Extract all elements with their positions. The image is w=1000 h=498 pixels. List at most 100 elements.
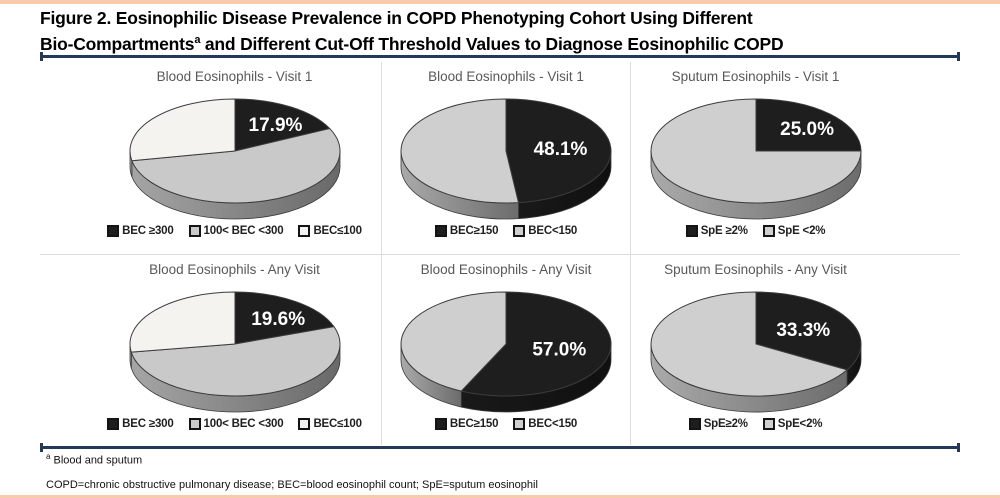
legend-label: 100< BEC <300 bbox=[203, 418, 284, 430]
chart-legend: BEC ≥300 100< BEC <300 BEC≤100 bbox=[107, 418, 362, 430]
pie-chart-sputum-anyvisit: 33.3% bbox=[650, 291, 861, 413]
legend-label: BEC<150 bbox=[528, 225, 578, 237]
chart-inner: Sputum Eosinophils - Visit 1 25.0% SpE ≥… bbox=[606, 62, 906, 237]
chart-inner: Sputum Eosinophils - Any Visit 33.3% SpE… bbox=[606, 255, 906, 430]
rule-endcap-right bbox=[957, 52, 960, 61]
pie-slice bbox=[755, 291, 861, 371]
footnote: a Blood and sputum bbox=[46, 452, 142, 467]
pie-data-label: 17.9% bbox=[248, 115, 302, 136]
pie-chart-blood-visit1-2slice: 48.1% bbox=[400, 98, 612, 220]
pie-data-label: 48.1% bbox=[534, 139, 588, 160]
legend-swatch bbox=[188, 418, 201, 430]
chart-title: Blood Eosinophils - Any Visit bbox=[420, 262, 592, 277]
pie-slice bbox=[400, 291, 507, 392]
figure-title-line1: Figure 2. Eosinophilic Disease Prevalenc… bbox=[40, 8, 753, 28]
pie-data-label: 33.3% bbox=[776, 320, 830, 341]
legend-item: BEC ≥300 bbox=[107, 418, 174, 430]
pie-slice bbox=[755, 98, 861, 152]
pie-chart-sputum-visit1: 25.0% bbox=[650, 98, 861, 220]
legend-item: BEC ≥300 bbox=[107, 225, 174, 237]
legend-item: BEC≥150 bbox=[434, 418, 499, 430]
pie-data-label: 25.0% bbox=[780, 119, 834, 140]
pie-slice bbox=[650, 98, 861, 204]
legend-swatch bbox=[434, 418, 447, 430]
legend-label: BEC≥150 bbox=[449, 225, 499, 237]
pie-chart-blood-visit1-3slice: 17.9% bbox=[129, 98, 340, 220]
chart-title: Sputum Eosinophils - Visit 1 bbox=[671, 69, 840, 84]
pie-slice bbox=[129, 291, 235, 353]
legend-item: BEC<150 bbox=[513, 418, 577, 430]
chart-cell-sputum-anyvisit: Sputum Eosinophils - Any Visit 33.3% SpE… bbox=[631, 255, 960, 445]
pie-chart-blood-anyvisit-2slice: 57.0% bbox=[400, 291, 612, 413]
chart-title: Blood Eosinophils - Any Visit bbox=[149, 262, 320, 277]
chart-title: Sputum Eosinophils - Any Visit bbox=[664, 262, 847, 277]
legend-item: BEC≤100 bbox=[298, 225, 362, 237]
chart-inner: Blood Eosinophils - Visit 1 48.1% BEC≥15… bbox=[356, 62, 656, 237]
accent-border-bottom bbox=[0, 495, 1000, 498]
legend-swatch bbox=[107, 225, 120, 237]
bottom-rule bbox=[40, 443, 960, 452]
chart-legend: BEC≥150 BEC<150 bbox=[434, 225, 578, 237]
legend-label: BEC ≥300 bbox=[122, 225, 174, 237]
legend-swatch bbox=[513, 418, 526, 430]
chart-title: Blood Eosinophils - Visit 1 bbox=[428, 69, 584, 84]
legend-label: BEC≤100 bbox=[313, 225, 362, 237]
legend-swatch bbox=[107, 418, 120, 430]
legend-item: 100< BEC <300 bbox=[188, 418, 284, 430]
pie-slice bbox=[400, 98, 520, 204]
chart-legend: SpE≥2% SpE<2% bbox=[688, 418, 823, 430]
figure-title: Figure 2. Eosinophilic Disease Prevalenc… bbox=[40, 7, 970, 55]
chart-title: Blood Eosinophils - Visit 1 bbox=[156, 69, 313, 84]
legend-label: BEC≤100 bbox=[313, 418, 362, 430]
footnote-text: Blood and sputum bbox=[50, 454, 143, 467]
legend-swatch bbox=[298, 418, 311, 430]
legend-item: SpE ≥2% bbox=[685, 225, 748, 237]
legend-swatch bbox=[762, 418, 775, 430]
top-rule bbox=[40, 52, 960, 61]
legend-label: SpE ≥2% bbox=[700, 225, 748, 237]
pie-data-label: 19.6% bbox=[251, 309, 305, 330]
legend-swatch bbox=[762, 225, 775, 237]
chart-inner: Blood Eosinophils - Any Visit 57.0% BEC≥… bbox=[356, 255, 656, 430]
legend-swatch bbox=[188, 225, 201, 237]
legend-swatch bbox=[434, 225, 447, 237]
legend-item: SpE<2% bbox=[762, 418, 823, 430]
rule-endcap-left bbox=[40, 52, 43, 61]
figure-title-line2-rest: and Different Cut-Off Threshold Values t… bbox=[200, 33, 784, 54]
legend-swatch bbox=[688, 418, 701, 430]
pie-chart-blood-anyvisit-3slice: 19.6% bbox=[129, 291, 340, 413]
chart-cell-sputum-visit1: Sputum Eosinophils - Visit 1 25.0% SpE ≥… bbox=[631, 62, 960, 255]
legend-label: SpE<2% bbox=[777, 418, 823, 430]
accent-border-top bbox=[0, 0, 1000, 4]
chart-legend: BEC≥150 BEC<150 bbox=[434, 418, 577, 430]
legend-item: BEC≥150 bbox=[434, 225, 499, 237]
chart-inner: Blood Eosinophils - Visit 1 17.9% BEC ≥3… bbox=[85, 62, 385, 237]
figure-title-line2: Bio-Compartments bbox=[40, 33, 195, 54]
footnote-superscript: a bbox=[46, 452, 51, 461]
chart-cell-blood-anyvisit-3slice: Blood Eosinophils - Any Visit 19.6% BEC … bbox=[40, 255, 382, 445]
chart-cell-blood-anyvisit-2slice: Blood Eosinophils - Any Visit 57.0% BEC≥… bbox=[382, 255, 631, 445]
legend-label: BEC≥150 bbox=[449, 418, 499, 430]
legend-swatch bbox=[298, 225, 311, 237]
rule-endcap-right bbox=[957, 443, 960, 452]
pie-slice bbox=[129, 98, 235, 162]
chart-cell-blood-visit1-2slice: Blood Eosinophils - Visit 1 48.1% BEC≥15… bbox=[382, 62, 631, 255]
legend-item: BEC≤100 bbox=[298, 418, 362, 430]
pie-slice bbox=[505, 98, 612, 204]
chart-cell-blood-visit1-3slice: Blood Eosinophils - Visit 1 17.9% BEC ≥3… bbox=[40, 62, 382, 255]
legend-item: 100< BEC <300 bbox=[188, 225, 284, 237]
legend-label: 100< BEC <300 bbox=[203, 225, 284, 237]
pie-slice bbox=[130, 128, 340, 204]
legend-swatch bbox=[513, 225, 526, 237]
pie-slice bbox=[130, 326, 340, 397]
charts-grid: Blood Eosinophils - Visit 1 17.9% BEC ≥3… bbox=[40, 62, 960, 445]
pie-slice bbox=[650, 291, 848, 397]
legend-item: SpE≥2% bbox=[688, 418, 748, 430]
pie-slice bbox=[460, 291, 612, 397]
legend-item: SpE <2% bbox=[762, 225, 825, 237]
legend-label: BEC<150 bbox=[528, 418, 578, 430]
abbreviations-line: COPD=chronic obstructive pulmonary disea… bbox=[46, 479, 538, 491]
legend-label: BEC ≥300 bbox=[122, 418, 174, 430]
pie-slice bbox=[234, 98, 330, 152]
